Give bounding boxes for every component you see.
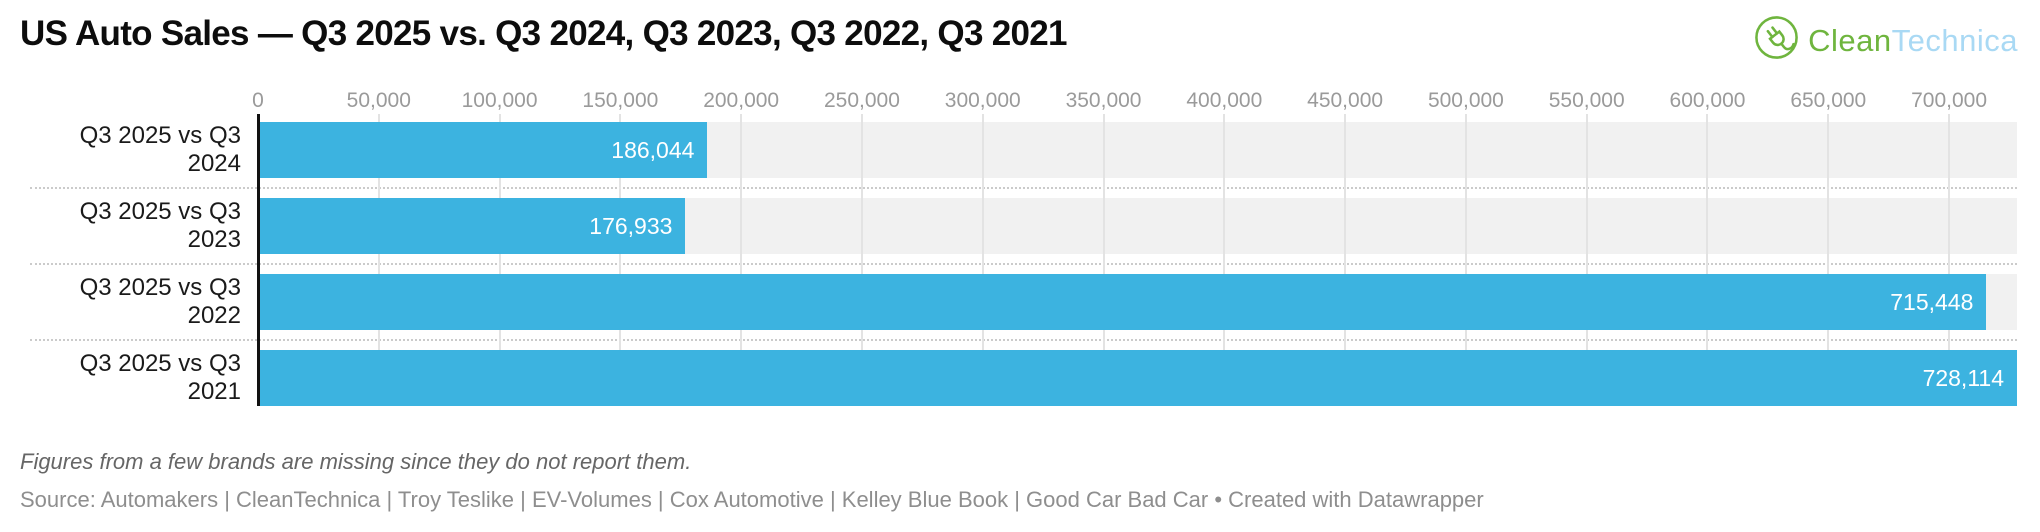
- row-separator: [20, 254, 2017, 274]
- row-label: Q3 2025 vs Q3 2023: [79, 198, 241, 253]
- row-label: Q3 2025 vs Q3 2022: [79, 274, 241, 329]
- x-axis-tick: 600,000: [1669, 89, 1746, 112]
- x-axis-tick: 450,000: [1307, 89, 1384, 112]
- header: US Auto Sales — Q3 2025 vs. Q3 2024, Q3 …: [0, 0, 2040, 59]
- bar-q3-2024[interactable]: 186,044: [258, 122, 708, 178]
- cleantechnica-logo: CleanTechnica: [1753, 14, 2018, 66]
- row-band: 728,114: [258, 350, 2017, 406]
- cleantechnica-plug-icon: [1753, 14, 1800, 66]
- bar-row-q3-2022: Q3 2025 vs Q3 2022 715,448: [20, 274, 2017, 330]
- logo-wordmark: CleanTechnica: [1808, 17, 2018, 64]
- logo-text-technica: Technica: [1891, 22, 2018, 58]
- plot-rows: Q3 2025 vs Q3 2024 186,044 Q3 2025 vs Q3…: [20, 114, 2017, 406]
- x-axis-tick: 200,000: [703, 89, 780, 112]
- bar-value-label: 728,114: [1922, 364, 2004, 391]
- bar-q3-2021[interactable]: 728,114: [258, 350, 2017, 406]
- logo-text-clean: Clean: [1808, 22, 1892, 58]
- row-band: 715,448: [258, 274, 2017, 330]
- source-line: Source: Automakers | CleanTechnica | Tro…: [20, 487, 1484, 512]
- x-axis: 0 50,000 100,000 150,000 200,000 250,000 300,0…: [20, 58, 2017, 122]
- axis-label-spacer: [20, 58, 258, 122]
- bar-q3-2023[interactable]: 176,933: [258, 198, 686, 254]
- bar-chart: 0 50,000 100,000 150,000 200,000 250,000 300,0…: [20, 58, 2017, 406]
- x-axis-tick: 0: [252, 89, 264, 112]
- x-axis-tick: 350,000: [1065, 89, 1142, 112]
- bar-value-label: 186,044: [611, 136, 695, 163]
- x-axis-tick: 50,000: [346, 89, 411, 112]
- x-axis-tick: 250,000: [823, 89, 900, 112]
- bar-row-q3-2024: Q3 2025 vs Q3 2024 186,044: [20, 122, 2017, 178]
- x-axis-tick: 300,000: [944, 89, 1021, 112]
- x-axis-tick: 500,000: [1427, 89, 1504, 112]
- chart-title: US Auto Sales — Q3 2025 vs. Q3 2024, Q3 …: [20, 14, 1067, 53]
- x-axis-tick: 100,000: [461, 89, 538, 112]
- bar-row-q3-2023: Q3 2025 vs Q3 2023 176,933: [20, 198, 2017, 254]
- bar-q3-2022[interactable]: 715,448: [258, 274, 1987, 330]
- x-axis-tick-labels: 0 50,000 100,000 150,000 200,000 250,000 300,0…: [252, 58, 2017, 122]
- bar-value-label: 176,933: [589, 212, 673, 239]
- x-axis-tick: 550,000: [1548, 89, 1625, 112]
- x-axis-tick: 150,000: [582, 89, 659, 112]
- row-label: Q3 2025 vs Q3 2024: [79, 122, 241, 177]
- row-separator: [20, 330, 2017, 350]
- bar-value-label: 715,448: [1890, 288, 1974, 315]
- row-band: 186,044: [258, 122, 2017, 178]
- bar-row-q3-2021: Q3 2025 vs Q3 2021 728,114: [20, 350, 2017, 406]
- chart-note: Figures from a few brands are missing si…: [20, 449, 692, 474]
- x-axis-tick: 400,000: [1186, 89, 1263, 112]
- x-axis-tick: 700,000: [1911, 89, 1988, 112]
- x-axis-tick: 650,000: [1790, 89, 1867, 112]
- row-band: 176,933: [258, 198, 2017, 254]
- row-separator: [20, 178, 2017, 198]
- row-label: Q3 2025 vs Q3 2021: [79, 350, 241, 405]
